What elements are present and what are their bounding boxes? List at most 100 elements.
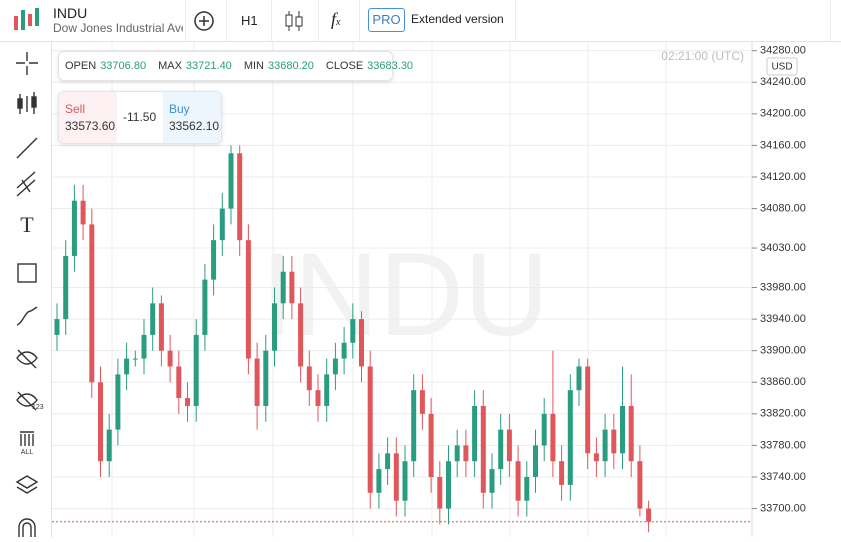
candle-body: [141, 334, 147, 359]
function-icon: f: [331, 9, 337, 29]
candle-body: [124, 358, 130, 375]
candle-body: [480, 405, 486, 493]
candle-body: [63, 255, 69, 320]
close-value: 33683.30: [367, 60, 414, 72]
min-value: 33680.20: [267, 60, 314, 72]
extended-version[interactable]: Extended version: [411, 12, 504, 26]
candle-body: [98, 382, 103, 462]
candle-body: [550, 413, 556, 462]
candle-body: [602, 429, 608, 462]
candle-body: [71, 200, 77, 256]
hide-tool[interactable]: [16, 349, 38, 369]
candle-body: [176, 366, 182, 399]
spread: -11.50: [123, 110, 157, 124]
shape-tool[interactable]: [17, 263, 37, 283]
candle-body: [132, 358, 138, 360]
buy-label: Buy: [169, 102, 190, 116]
icon-123: 123: [32, 404, 44, 411]
candle-body: [289, 271, 295, 304]
add-button[interactable]: [193, 10, 215, 32]
y-tick-label: 34120.00: [760, 171, 806, 183]
y-tick-label: 33980.00: [760, 281, 806, 293]
text-tool[interactable]: T: [20, 212, 34, 237]
candle-body: [211, 240, 217, 280]
candle-body: [272, 303, 277, 351]
candle-body: [419, 390, 425, 414]
max-label: MAX: [158, 60, 182, 72]
top-bar: INDU Dow Jones Industrial Ave H1 fx PRO …: [0, 0, 841, 42]
close-label: CLOSE: [325, 60, 364, 72]
hide-marks-tool[interactable]: [16, 391, 38, 411]
candle-body: [158, 303, 164, 351]
buy-button[interactable]: Buy 33562.10: [163, 92, 221, 143]
fib-tool[interactable]: [16, 171, 36, 197]
y-tick-label: 34280.00: [760, 45, 806, 57]
candle-body: [350, 319, 356, 343]
candle-body: [280, 271, 286, 304]
y-tick-label: 33900.00: [760, 345, 806, 357]
candle-body: [193, 334, 199, 406]
function-sub: x: [336, 17, 341, 28]
symbol: INDU: [53, 5, 88, 21]
candle-body: [506, 429, 512, 462]
y-tick-label: 33780.00: [760, 439, 806, 451]
timeframe[interactable]: H1: [241, 13, 258, 28]
y-tick-label: 33740.00: [760, 471, 806, 483]
tool-icons: T 123 ALL: [15, 52, 44, 537]
candle-body: [463, 445, 469, 462]
buy-price: 33562.10: [169, 119, 220, 133]
crosshair-tool[interactable]: [16, 52, 38, 75]
delete-tool[interactable]: [20, 431, 34, 446]
candle-body: [472, 405, 478, 462]
candles-tool[interactable]: [17, 92, 37, 114]
open-value: 33706.80: [100, 60, 147, 72]
candle-body: [237, 153, 243, 241]
chart-type-button[interactable]: [284, 9, 304, 33]
candle-body: [646, 508, 652, 522]
brush-tool[interactable]: [16, 306, 38, 326]
candle-body: [106, 429, 112, 462]
magnet-tool[interactable]: [18, 518, 36, 537]
y-tick-label: 34240.00: [760, 76, 806, 88]
candle-body: [637, 461, 643, 509]
layers-tool[interactable]: [15, 475, 39, 494]
candle-body: [263, 350, 269, 406]
candle-body: [376, 469, 382, 493]
candle-body: [585, 366, 591, 454]
y-tick-label: 33820.00: [760, 408, 806, 420]
candle-body: [167, 350, 173, 367]
y-tick-label: 34030.00: [760, 242, 806, 254]
sell-button[interactable]: Sell 33573.60: [59, 92, 117, 143]
candle-body: [524, 477, 530, 501]
candle-body: [245, 240, 251, 359]
open-label: OPEN: [65, 60, 97, 72]
y-tick-label: 34160.00: [760, 139, 806, 151]
price-axis: [752, 42, 841, 537]
candle-body: [324, 374, 330, 406]
candle-body: [298, 303, 304, 367]
candle-body: [576, 366, 582, 391]
candle-body: [437, 477, 443, 509]
candle-body: [202, 279, 208, 335]
candle-body: [611, 429, 617, 454]
candle-body: [402, 461, 408, 501]
currency-box[interactable]: [766, 57, 798, 76]
candle-body: [54, 319, 60, 335]
sell-price: 33573.60: [65, 119, 116, 133]
line-tool[interactable]: [16, 137, 38, 159]
candle-body: [315, 390, 321, 406]
function-button[interactable]: fx: [331, 9, 340, 30]
candle-body: [446, 461, 451, 509]
pro-badge[interactable]: PRO: [368, 8, 405, 32]
candle-body: [367, 366, 373, 493]
candle-body: [219, 208, 225, 241]
y-tick-label: 33860.00: [760, 376, 806, 388]
candle-body: [515, 461, 521, 501]
left-toolbar: T 123 ALL: [0, 42, 52, 537]
max-value: 33721.40: [185, 60, 232, 72]
y-tick-label: 33940.00: [760, 313, 806, 325]
candle-body: [620, 405, 625, 454]
sell-label: Sell: [65, 102, 86, 116]
